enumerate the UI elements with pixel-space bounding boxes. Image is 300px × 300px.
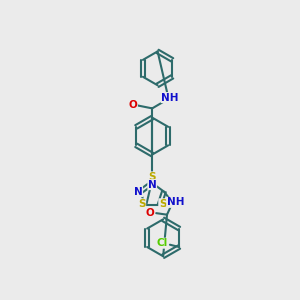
Text: N: N bbox=[134, 187, 142, 196]
Text: NH: NH bbox=[161, 93, 179, 103]
Text: S: S bbox=[138, 199, 146, 209]
Text: NH: NH bbox=[167, 197, 184, 207]
Text: N: N bbox=[148, 180, 157, 190]
Text: O: O bbox=[146, 208, 154, 218]
Text: O: O bbox=[129, 100, 137, 110]
Text: Cl: Cl bbox=[157, 238, 168, 248]
Text: S: S bbox=[159, 199, 166, 209]
Text: S: S bbox=[148, 172, 156, 182]
